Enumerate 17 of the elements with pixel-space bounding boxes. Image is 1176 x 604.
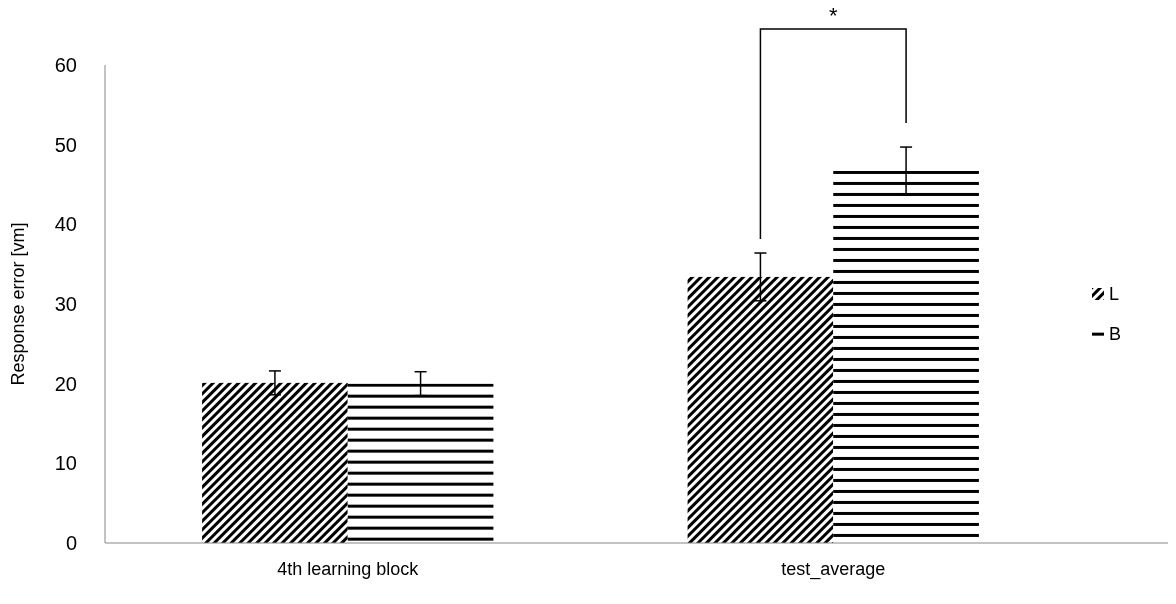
bar <box>347 383 494 543</box>
y-tick-label: 40 <box>54 213 77 236</box>
y-tick-label: 10 <box>54 452 77 475</box>
bar <box>202 382 348 543</box>
y-tick-label: 50 <box>54 133 77 156</box>
legend-label: B <box>1109 324 1122 345</box>
bar <box>833 170 979 543</box>
text: * <box>828 3 838 28</box>
y-axis-title: Response error [vm] <box>8 222 28 386</box>
bar <box>687 276 834 543</box>
y-tick-label: 30 <box>54 293 77 315</box>
y-tick-label: 0 <box>65 532 77 554</box>
y-tick-label: 20 <box>54 372 77 395</box>
y-tick-label: 60 <box>54 54 77 76</box>
legend-label: L <box>1109 284 1120 305</box>
x-tick-label: test_average <box>781 559 886 580</box>
x-tick-label: 4th learning block <box>277 559 420 579</box>
